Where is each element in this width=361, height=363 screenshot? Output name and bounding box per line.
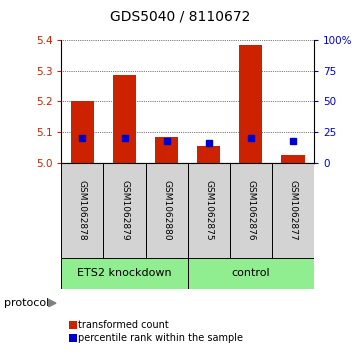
Text: GSM1062876: GSM1062876 bbox=[247, 180, 255, 241]
Bar bbox=[113, 75, 136, 163]
Bar bbox=[104, 163, 145, 258]
Text: GSM1062875: GSM1062875 bbox=[204, 180, 213, 241]
Text: percentile rank within the sample: percentile rank within the sample bbox=[78, 333, 243, 343]
Text: GSM1062878: GSM1062878 bbox=[78, 180, 87, 241]
Bar bbox=[71, 101, 94, 163]
Bar bbox=[188, 258, 314, 289]
Text: transformed count: transformed count bbox=[78, 320, 168, 330]
Bar bbox=[272, 163, 314, 258]
Bar bbox=[230, 163, 272, 258]
Text: protocol: protocol bbox=[4, 298, 49, 308]
Bar bbox=[188, 163, 230, 258]
Bar bbox=[61, 163, 104, 258]
Bar bbox=[197, 146, 220, 163]
Bar bbox=[69, 334, 77, 342]
Text: GSM1062880: GSM1062880 bbox=[162, 180, 171, 241]
Text: GSM1062879: GSM1062879 bbox=[120, 180, 129, 241]
Text: GSM1062877: GSM1062877 bbox=[288, 180, 297, 241]
Bar bbox=[155, 137, 178, 163]
Bar bbox=[239, 45, 262, 163]
Text: GDS5040 / 8110672: GDS5040 / 8110672 bbox=[110, 9, 251, 24]
Bar bbox=[282, 155, 305, 163]
Polygon shape bbox=[49, 299, 56, 307]
Text: control: control bbox=[232, 268, 270, 278]
Bar bbox=[145, 163, 188, 258]
Text: ETS2 knockdown: ETS2 knockdown bbox=[77, 268, 172, 278]
Bar bbox=[69, 321, 77, 329]
Bar bbox=[61, 258, 188, 289]
